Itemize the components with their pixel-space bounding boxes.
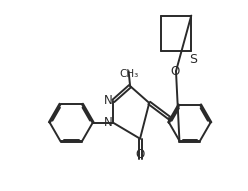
Text: N: N: [104, 116, 113, 129]
Text: S: S: [189, 53, 197, 66]
Text: N: N: [104, 95, 113, 108]
Text: O: O: [135, 148, 145, 161]
Text: O: O: [170, 65, 180, 78]
Text: CH₃: CH₃: [119, 69, 138, 79]
